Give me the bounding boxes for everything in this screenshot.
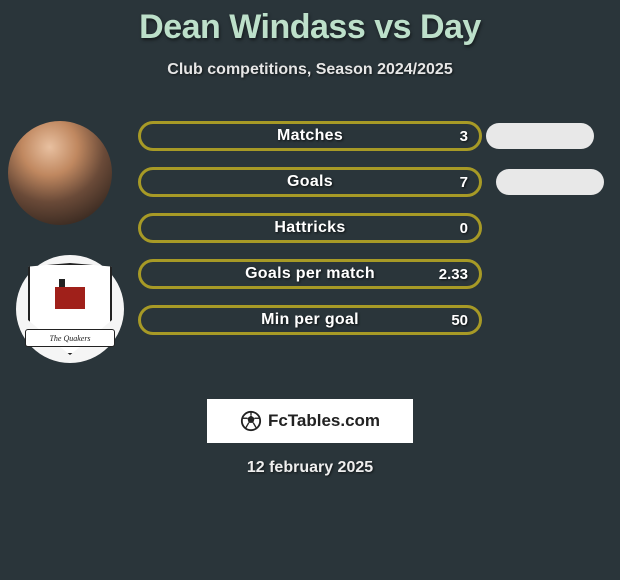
attribution-badge: FcTables.com	[207, 399, 413, 443]
comparison-pill	[496, 169, 604, 195]
club-crest-icon	[55, 287, 85, 309]
stat-label: Goals	[138, 167, 482, 197]
stat-value: 3	[460, 121, 468, 151]
stat-value: 7	[460, 167, 468, 197]
stat-row: Matches 3	[138, 121, 482, 151]
stat-label: Hattricks	[138, 213, 482, 243]
club-banner: The Quakers	[25, 329, 115, 347]
stat-row: Hattricks 0	[138, 213, 482, 243]
stat-label: Min per goal	[138, 305, 482, 335]
stat-value: 50	[451, 305, 468, 335]
comparison-area: The Quakers Matches 3 Goals 7 Hattricks …	[0, 121, 620, 381]
page-title: Dean Windass vs Day	[0, 0, 620, 47]
stat-value: 2.33	[439, 259, 468, 289]
stat-bars: Matches 3 Goals 7 Hattricks 0 Goals per …	[138, 121, 482, 351]
subtitle: Club competitions, Season 2024/2025	[0, 61, 620, 79]
attribution-text: FcTables.com	[268, 411, 380, 431]
stat-row: Goals per match 2.33	[138, 259, 482, 289]
soccer-ball-icon	[240, 410, 262, 432]
player-photo	[8, 121, 112, 225]
date-label: 12 february 2025	[0, 459, 620, 477]
comparison-pill	[486, 123, 594, 149]
stat-label: Goals per match	[138, 259, 482, 289]
stat-value: 0	[460, 213, 468, 243]
stat-row: Goals 7	[138, 167, 482, 197]
stat-label: Matches	[138, 121, 482, 151]
club-badge: The Quakers	[16, 255, 124, 363]
stat-row: Min per goal 50	[138, 305, 482, 335]
